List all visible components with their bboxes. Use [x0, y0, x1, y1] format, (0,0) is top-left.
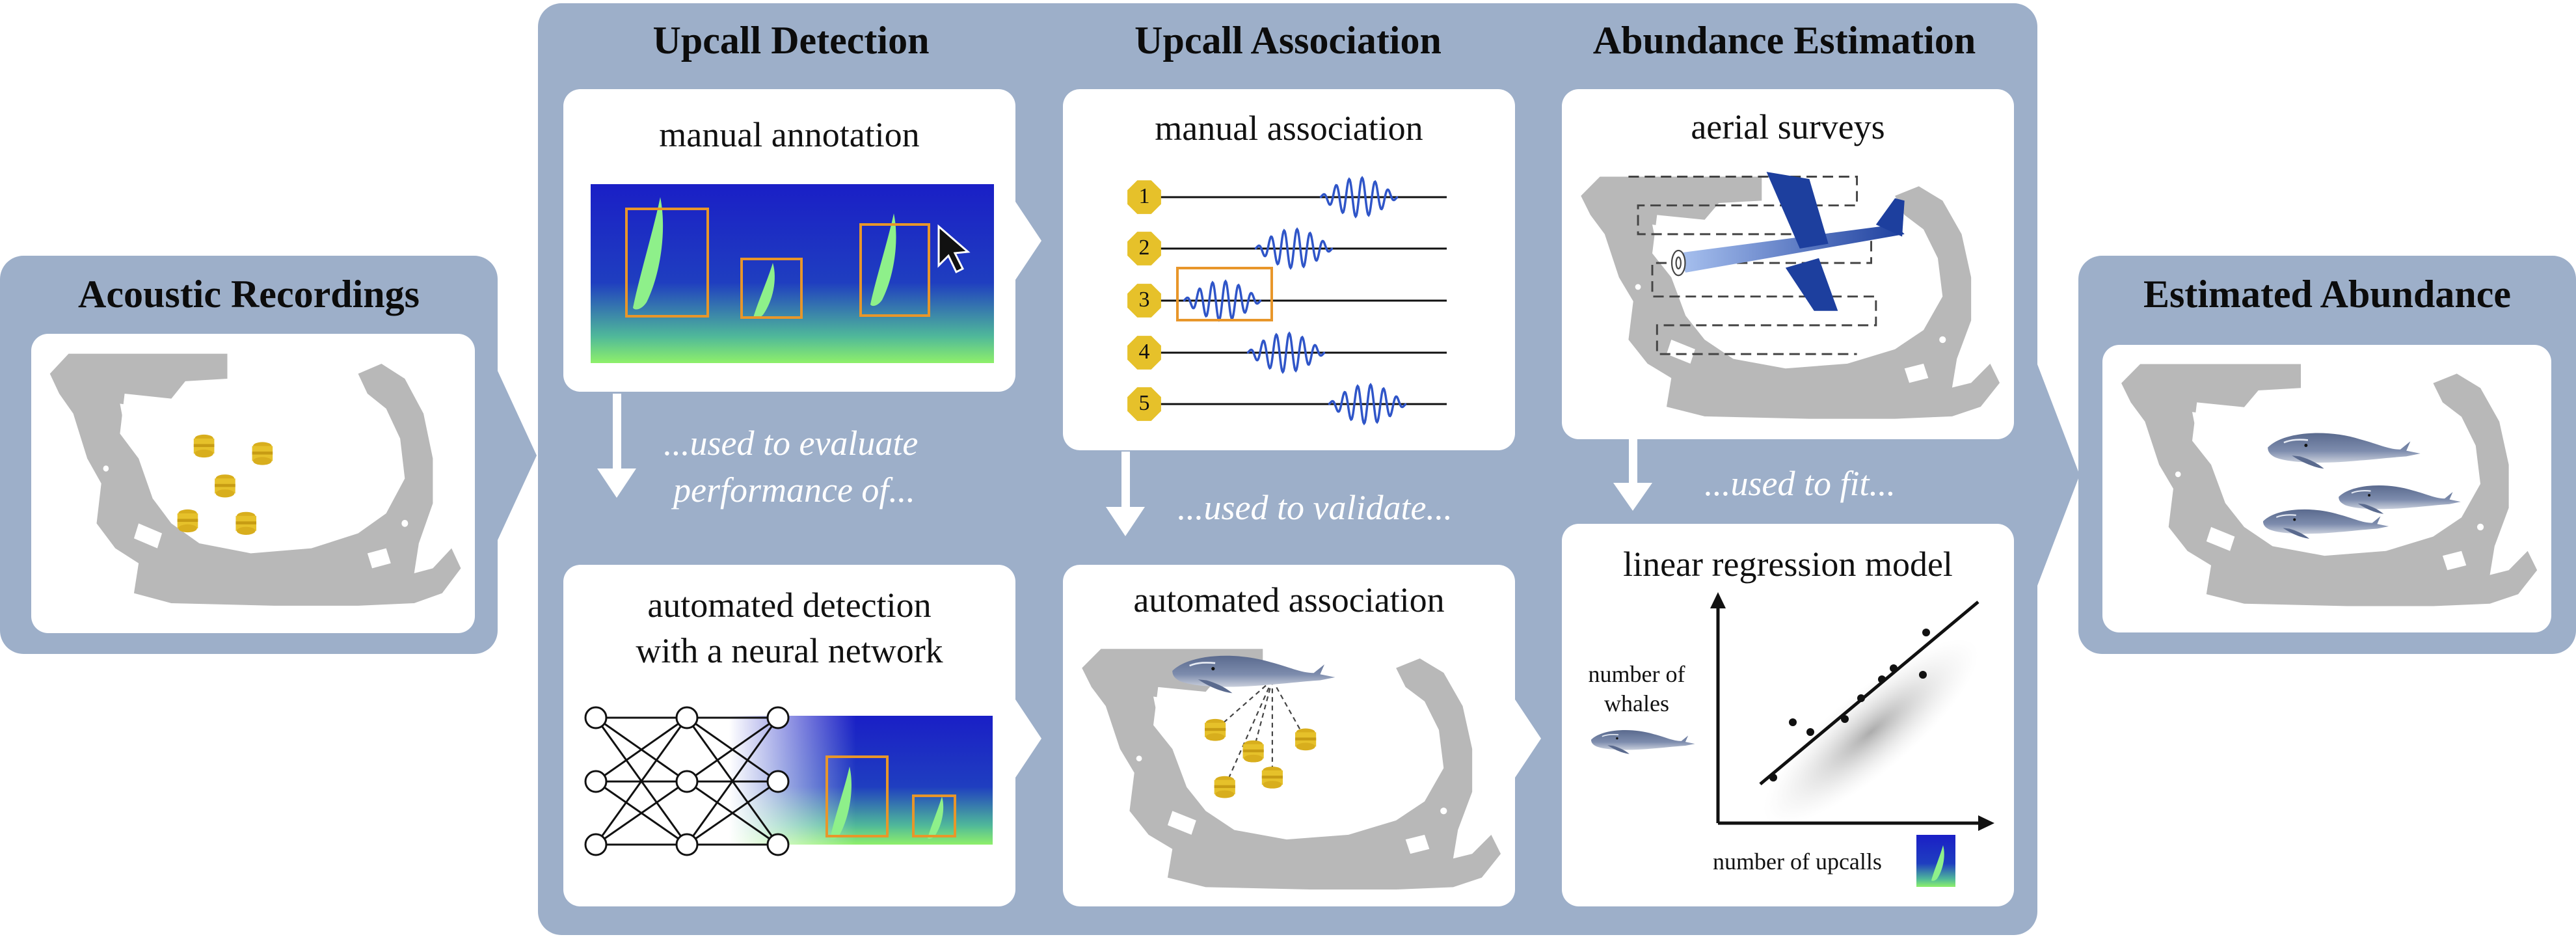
hydrophone-icon [1127, 284, 1161, 318]
note-fit: ...used to fit... [1704, 464, 1896, 503]
down-arrow-detection [597, 394, 636, 498]
nn-node [584, 770, 608, 793]
nn-node [675, 706, 699, 729]
automated-detection-title-2: with a neural network [636, 631, 943, 670]
nn-node [766, 706, 790, 729]
nn-node [584, 833, 608, 856]
hydrophone-icon [1127, 336, 1161, 370]
nn-edge [686, 716, 779, 783]
nn-node [766, 770, 790, 793]
nn-edge [595, 716, 688, 783]
wave-packet [1328, 383, 1407, 426]
plane-icon [1670, 172, 1905, 311]
nn-edge [686, 780, 779, 846]
automated-association-title: automated association [1133, 580, 1445, 619]
sensor-number: 2 [1138, 236, 1150, 260]
arrow-tip-association [1515, 699, 1541, 778]
nn-edge [686, 717, 779, 845]
automated-detection-title-1: automated detection [647, 586, 932, 625]
association-map [1082, 649, 1501, 890]
sensor-number: 1 [1138, 184, 1150, 208]
ylabel-line-2: whales [1604, 690, 1669, 716]
wave-packet [1183, 279, 1262, 322]
note-evaluate-1: ...used to evaluate [664, 424, 919, 463]
estimated-abundance-card [2102, 345, 2551, 632]
manual-annotation-card: manual annotation [563, 89, 1015, 392]
spectrogram [591, 184, 994, 363]
manual-annotation-title: manual annotation [659, 115, 920, 154]
nn-node [675, 770, 699, 793]
cape-cod-map [49, 353, 461, 606]
sensor-number: 4 [1138, 340, 1150, 364]
aerial-surveys-title: aerial surveys [1691, 107, 1885, 146]
nn-node [766, 833, 790, 856]
acoustic-recordings-title: Acoustic Recordings [78, 273, 420, 316]
linear-regression-title: linear regression model [1623, 545, 1953, 584]
nn-edge [595, 717, 688, 845]
regression-plot [1590, 592, 1994, 887]
nn-node [584, 706, 608, 729]
acoustic-recordings-card [31, 334, 475, 633]
down-arrow-abundance [1613, 439, 1652, 511]
whale-map [2121, 364, 2538, 606]
manual-association-title: manual association [1155, 109, 1423, 148]
ylabel-line-1: number of [1588, 661, 1685, 687]
arrow-tip-annotation [1015, 202, 1041, 280]
upcall-detection-header: Upcall Detection [652, 19, 930, 62]
estimated-abundance-title: Estimated Abundance [2143, 273, 2512, 316]
automated-detection-card: automated detection with a neural networ… [563, 565, 1015, 906]
note-validate: ...used to validate... [1177, 488, 1453, 527]
wave-packet [1254, 227, 1334, 270]
manual-association-card: manual association 1 2 3 4 5 [1063, 89, 1515, 450]
note-evaluate-2: performance of... [673, 470, 915, 509]
arrow-tip-detection [1015, 699, 1041, 778]
wave-packet [1319, 176, 1399, 219]
hydrophone-icon [1127, 232, 1161, 265]
sensor-number: 5 [1138, 391, 1150, 415]
automated-association-card: automated association [1063, 565, 1515, 906]
neural-network-spectrogram [584, 706, 993, 856]
upcall-association-header: Upcall Association [1134, 19, 1442, 62]
cursor-icon [937, 224, 971, 274]
left-arrow-tip [498, 371, 537, 540]
nn-node [675, 833, 699, 856]
wave-packet [1246, 331, 1326, 374]
sensor-waveforms [1127, 176, 1447, 426]
nn-edge [595, 780, 688, 846]
survey-map [1581, 172, 2000, 419]
sensor-number: 3 [1138, 288, 1150, 312]
abundance-estimation-header: Abundance Estimation [1592, 19, 1976, 62]
center-arrow-tip [2037, 364, 2080, 586]
aerial-surveys-card: aerial surveys [1562, 89, 2014, 439]
down-arrow-association [1106, 452, 1145, 536]
hydrophone-icon [1127, 387, 1161, 421]
xlabel: number of upcalls [1713, 849, 1882, 875]
hydrophone-icon [1127, 180, 1161, 214]
linear-regression-card: linear regression model number of whales… [1562, 524, 2014, 906]
